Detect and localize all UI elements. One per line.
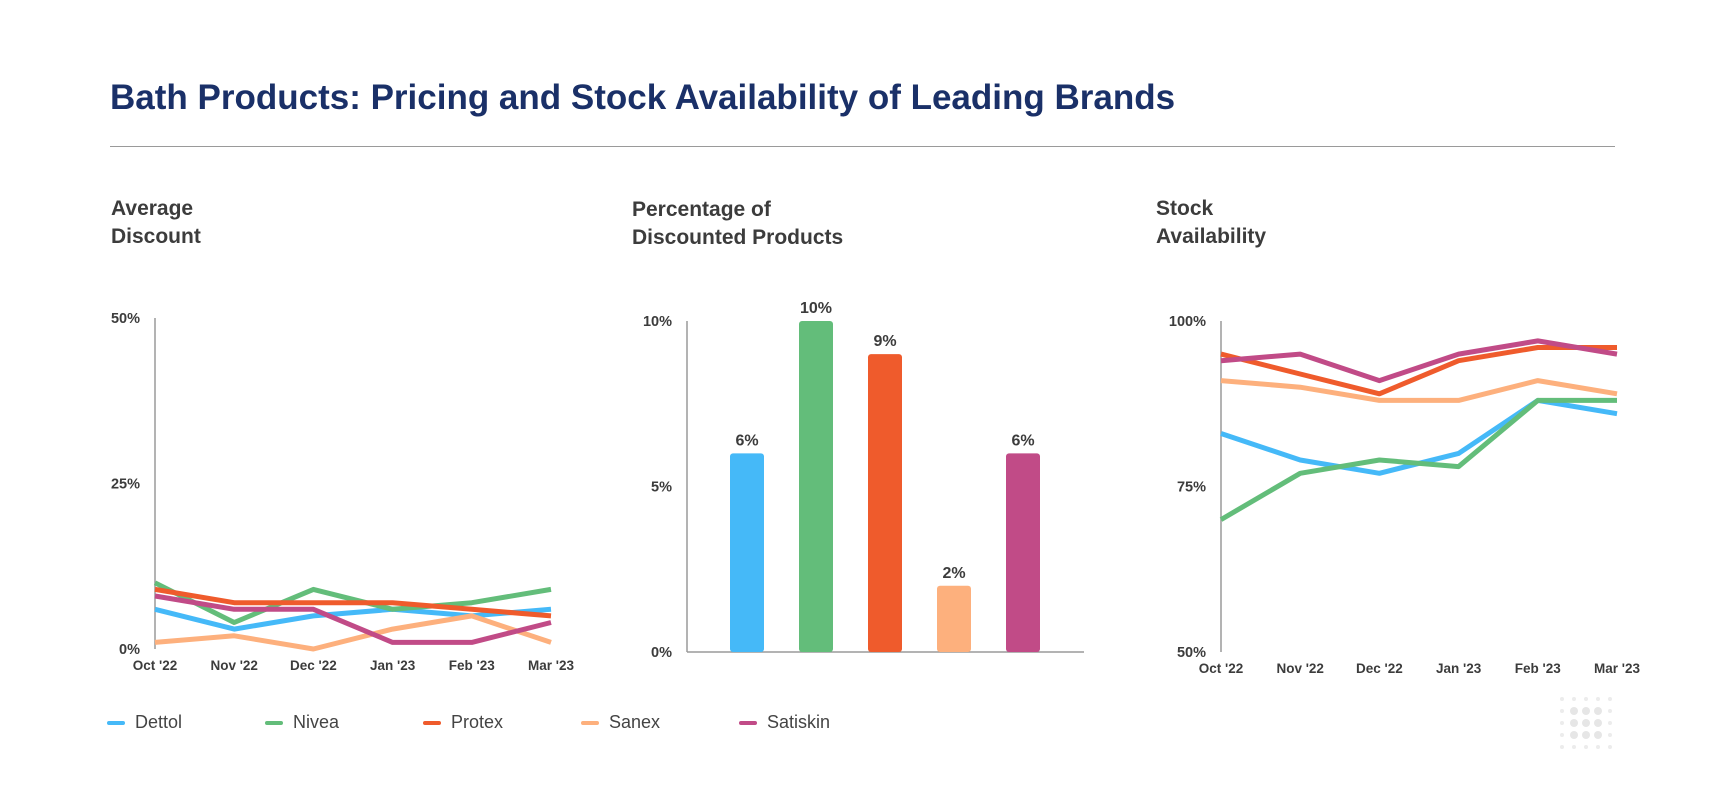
chart-title-line: Discounted Products (632, 226, 844, 249)
y-tick-label: 0% (651, 645, 672, 661)
legend-swatch-sanex (581, 720, 599, 725)
chart-title-line: Percentage of (632, 198, 771, 221)
title-divider (110, 146, 1615, 147)
legend-swatch-protex (423, 720, 441, 725)
y-tick-label: 25% (111, 477, 140, 493)
x-tick-label: Dec '22 (1356, 661, 1403, 676)
y-tick-label: 50% (1177, 645, 1206, 661)
bar-value-label: 6% (735, 432, 758, 449)
bar-dettol (730, 453, 764, 652)
y-tick-label: 5% (651, 480, 672, 496)
legend-item-satiskin: Satiskin (739, 712, 897, 733)
x-tick-label: Jan '23 (1436, 661, 1482, 676)
x-tick-label: Nov '22 (210, 658, 257, 673)
legend-item-nivea: Nivea (265, 712, 423, 733)
y-tick-label: 0% (119, 642, 140, 658)
legend-item-sanex: Sanex (581, 712, 739, 733)
y-tick-label: 50% (111, 311, 140, 327)
x-tick-label: Oct '22 (1199, 661, 1243, 676)
y-tick-label: 100% (1169, 314, 1206, 330)
y-tick-label: 75% (1177, 480, 1206, 496)
brand-logo-dots-icon (1556, 693, 1616, 753)
legend-swatch-satiskin (739, 720, 757, 725)
bar-nivea (799, 321, 833, 652)
legend-swatch-nivea (265, 720, 283, 725)
chart-title-line: Discount (111, 225, 201, 248)
series-line-nivea (1219, 397, 1617, 522)
legend-label: Sanex (609, 712, 661, 732)
legend-item-protex: Protex (423, 712, 581, 733)
x-tick-label: Dec '22 (290, 658, 337, 673)
bar-sanex (937, 585, 971, 652)
legend-item-dettol: Dettol (107, 712, 265, 733)
series-line-protex (154, 586, 552, 619)
y-tick-label: 10% (643, 314, 672, 330)
legend-label: Satiskin (767, 712, 831, 732)
x-tick-label: Jan '23 (370, 658, 416, 673)
x-tick-label: Feb '23 (449, 658, 495, 673)
series-line-nivea (153, 580, 552, 625)
x-tick-label: Mar '23 (528, 658, 574, 673)
bar-value-label: 6% (1011, 432, 1034, 449)
legend-label: Dettol (135, 712, 183, 732)
bar-value-label: 2% (942, 565, 965, 582)
x-tick-label: Nov '22 (1276, 661, 1323, 676)
bar-value-label: 10% (800, 300, 832, 317)
bar-value-label: 9% (873, 333, 896, 350)
series-line-sanex (1220, 378, 1618, 403)
legend-label: Protex (451, 712, 504, 732)
page-title: Bath Products: Pricing and Stock Availab… (110, 78, 1176, 117)
series-line-protex (1220, 345, 1617, 397)
series-line-sanex (154, 613, 552, 652)
legend-label: Nivea (293, 712, 340, 732)
chart-title-average-discount: Average Discount (111, 195, 201, 251)
series-line-dettol (154, 606, 552, 632)
chart-title-line: Average (111, 197, 194, 220)
chart-title-stock-availability: Stock Availability (1156, 195, 1266, 251)
legend-swatch-dettol (107, 720, 125, 725)
x-tick-label: Oct '22 (133, 658, 177, 673)
bar-satiskin (1006, 453, 1040, 652)
bar-protex (868, 354, 902, 652)
chart-title-line: Stock (1156, 197, 1214, 220)
legend: Dettol Nivea Protex Sanex Satiskin (107, 712, 897, 733)
x-tick-label: Feb '23 (1515, 661, 1561, 676)
series-line-satiskin (154, 593, 552, 645)
chart-title-discounted-products: Percentage of Discounted Products (632, 196, 843, 252)
chart-title-line: Availability (1156, 225, 1267, 248)
x-tick-label: Mar '23 (1594, 661, 1640, 676)
series-line-satiskin (1220, 338, 1618, 384)
